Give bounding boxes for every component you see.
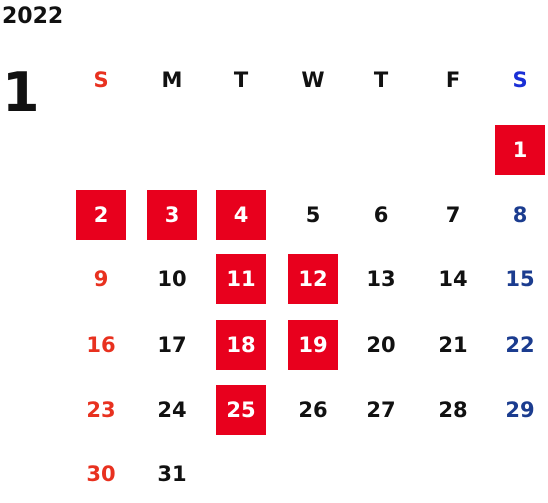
day-cell-17[interactable]: 17	[157, 333, 187, 357]
weekday-header-thu: T	[373, 68, 389, 92]
day-cell-4[interactable]: 4	[216, 190, 266, 240]
day-cell-11[interactable]: 11	[216, 254, 266, 304]
day-cell-5[interactable]: 5	[305, 203, 321, 227]
day-cell-8[interactable]: 8	[512, 203, 528, 227]
day-cell-18[interactable]: 18	[216, 320, 266, 370]
day-cell-13[interactable]: 13	[366, 267, 396, 291]
day-cell-28[interactable]: 28	[438, 398, 468, 422]
day-cell-24[interactable]: 24	[157, 398, 187, 422]
day-cell-1[interactable]: 1	[495, 125, 545, 175]
day-cell-12[interactable]: 12	[288, 254, 338, 304]
day-cell-22[interactable]: 22	[505, 333, 535, 357]
day-cell-2[interactable]: 2	[76, 190, 126, 240]
weekday-header-mon: M	[161, 68, 183, 92]
day-cell-27[interactable]: 27	[366, 398, 396, 422]
weekday-header-sun: S	[93, 68, 109, 92]
weekday-header-sat: S	[512, 68, 528, 92]
day-cell-10[interactable]: 10	[157, 267, 187, 291]
weekday-header-tue: T	[233, 68, 249, 92]
year-label: 2022	[2, 4, 64, 29]
day-cell-29[interactable]: 29	[505, 398, 535, 422]
day-cell-16[interactable]: 16	[86, 333, 116, 357]
day-cell-9[interactable]: 9	[93, 267, 109, 291]
day-cell-19[interactable]: 19	[288, 320, 338, 370]
day-cell-15[interactable]: 15	[505, 267, 535, 291]
day-cell-6[interactable]: 6	[373, 203, 389, 227]
day-cell-26[interactable]: 26	[298, 398, 328, 422]
day-cell-14[interactable]: 14	[438, 267, 468, 291]
day-cell-3[interactable]: 3	[147, 190, 197, 240]
day-cell-20[interactable]: 20	[366, 333, 396, 357]
weekday-header-fri: F	[445, 68, 461, 92]
day-cell-25[interactable]: 25	[216, 385, 266, 435]
weekday-header-wed: W	[301, 68, 325, 92]
day-cell-7[interactable]: 7	[445, 203, 461, 227]
day-cell-21[interactable]: 21	[438, 333, 468, 357]
day-cell-31[interactable]: 31	[157, 462, 187, 486]
day-cell-23[interactable]: 23	[86, 398, 116, 422]
day-cell-30[interactable]: 30	[86, 462, 116, 486]
month-label: 1	[2, 61, 40, 124]
